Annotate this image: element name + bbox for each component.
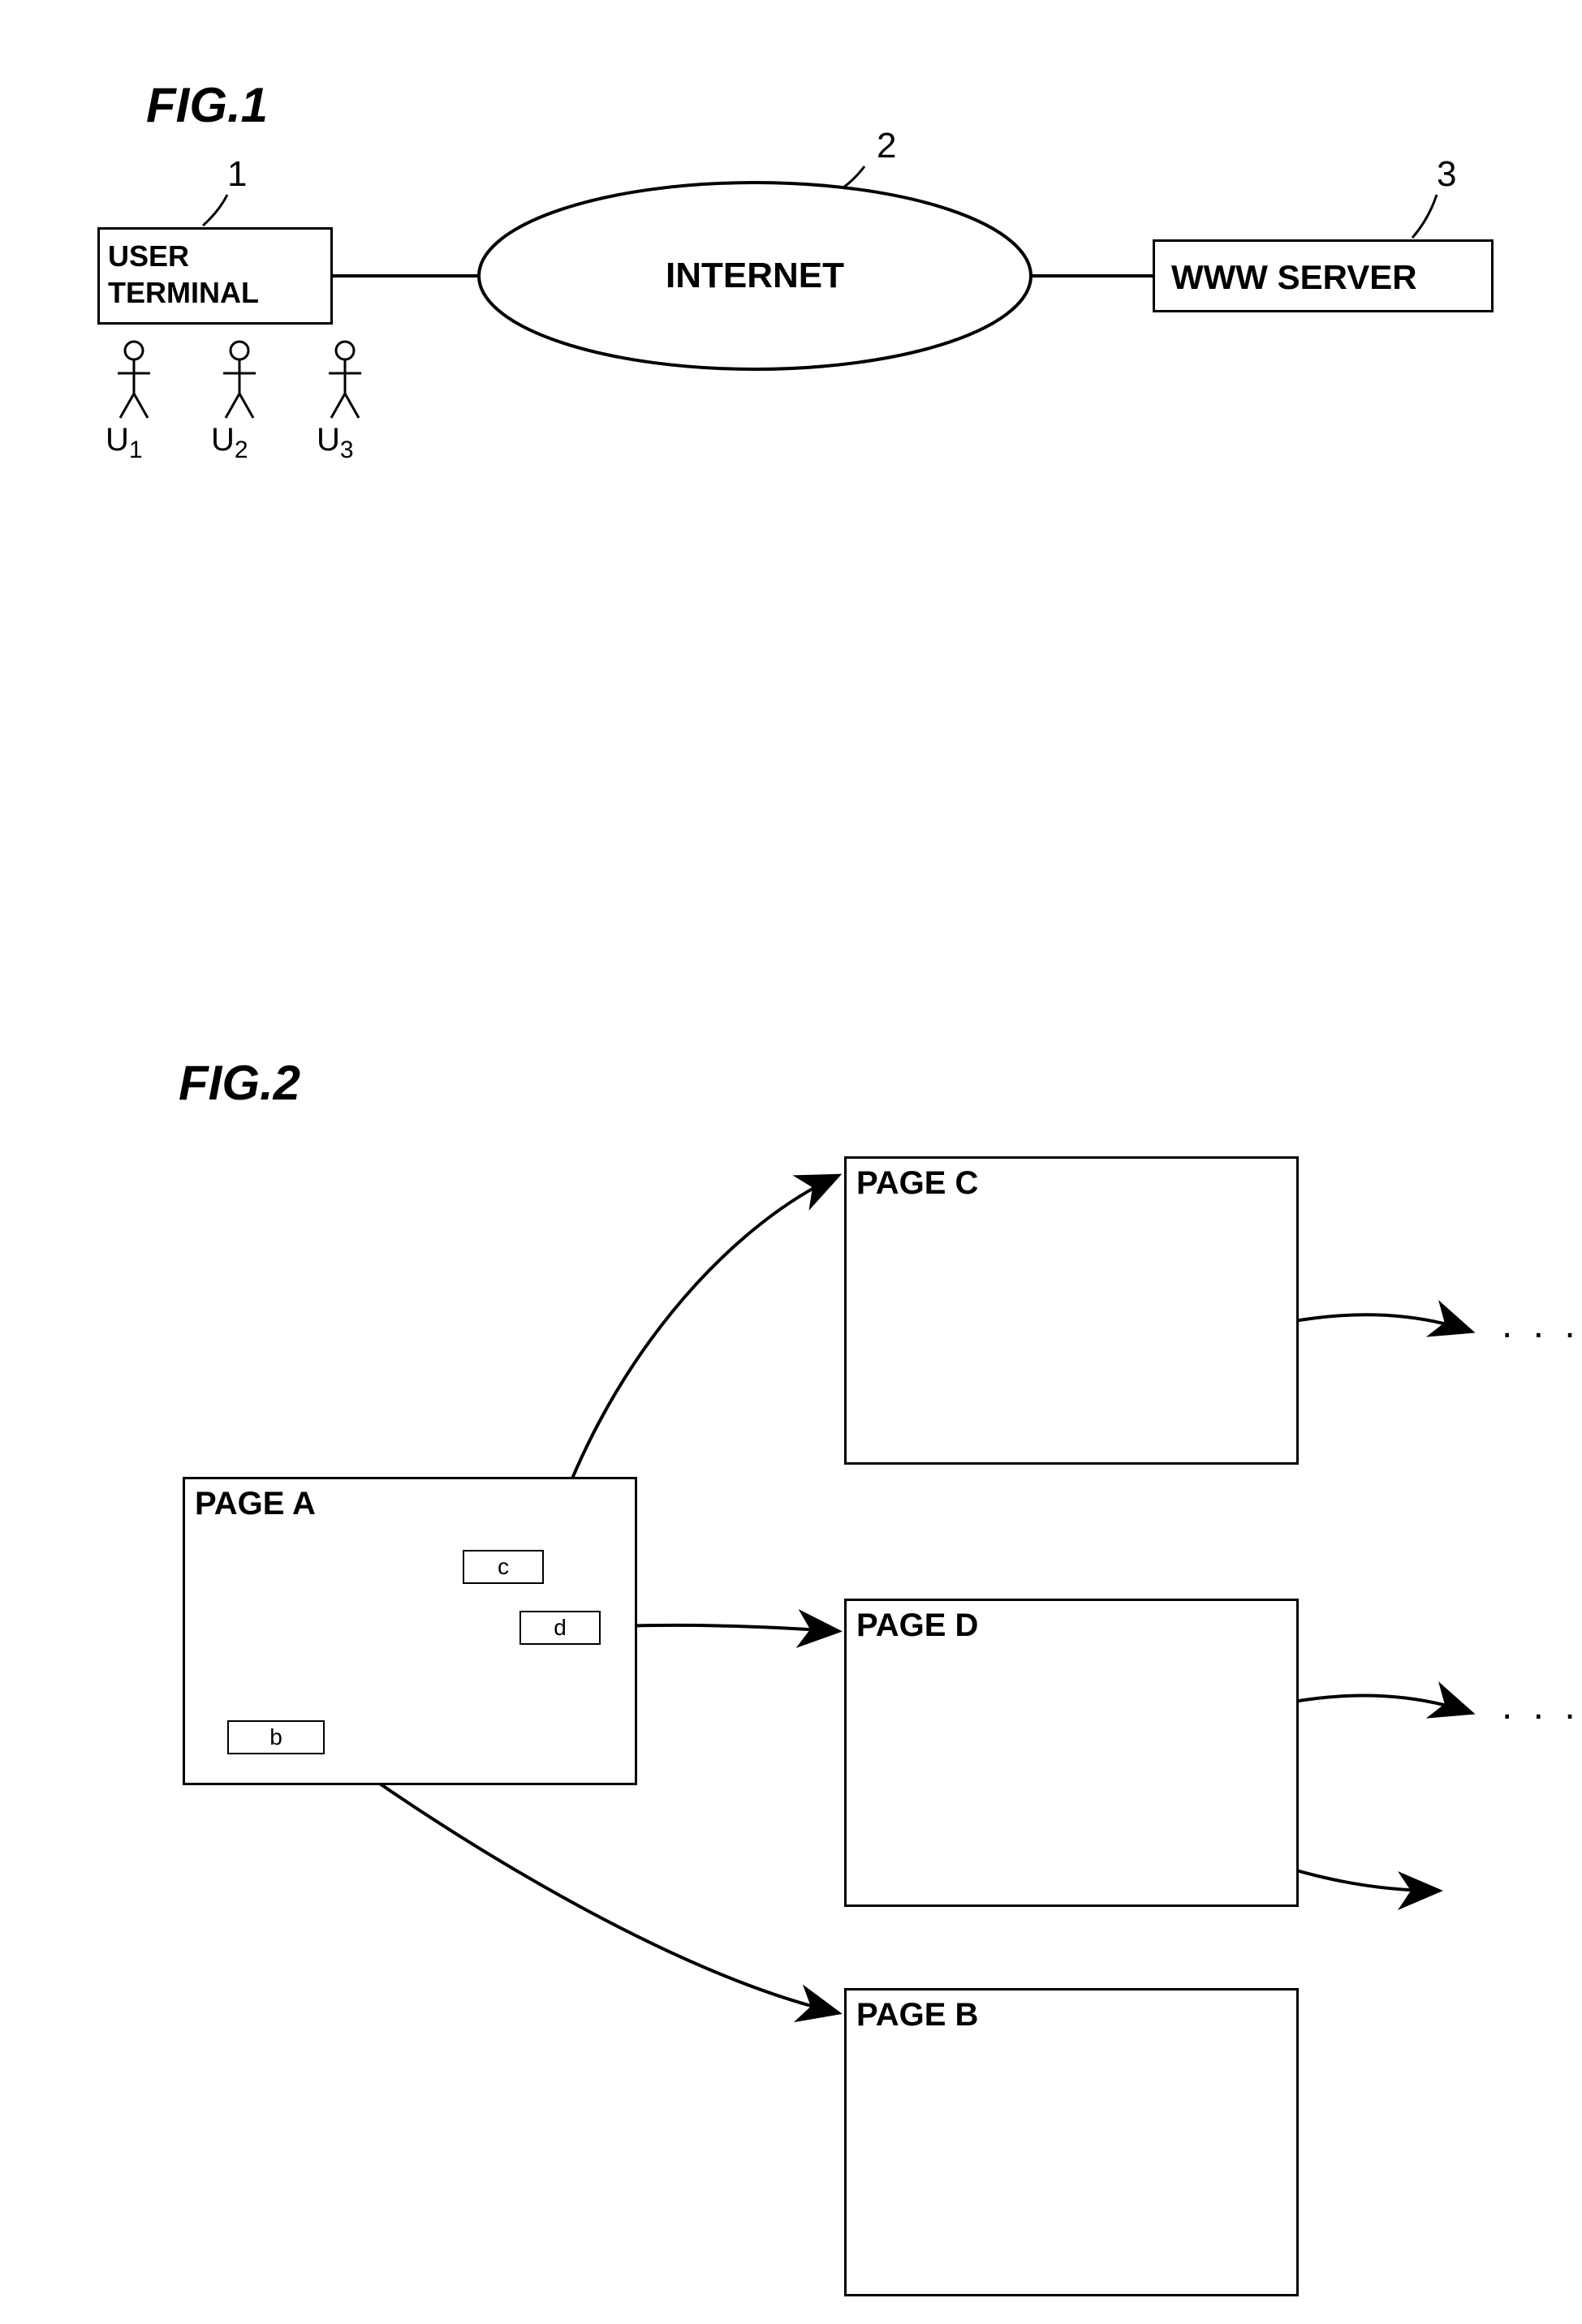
fig2-svg	[0, 0, 1582, 2324]
page-d-label: PAGE D	[856, 1607, 978, 1644]
page-b-box: PAGE B	[844, 1988, 1299, 2296]
link-d: d	[519, 1611, 601, 1645]
page-c-box: PAGE C	[844, 1156, 1299, 1465]
ellipsis-2: . . .	[1502, 1684, 1580, 1728]
diagram-page: FIG.1	[0, 0, 1582, 2324]
page-d-box: PAGE D	[844, 1599, 1299, 1907]
page-c-label: PAGE C	[856, 1165, 978, 1202]
link-b: b	[227, 1720, 325, 1754]
page-a-label: PAGE A	[195, 1486, 316, 1522]
ellipsis-1: . . .	[1502, 1302, 1580, 1347]
link-c: c	[463, 1550, 544, 1584]
page-b-label: PAGE B	[856, 1997, 978, 2034]
